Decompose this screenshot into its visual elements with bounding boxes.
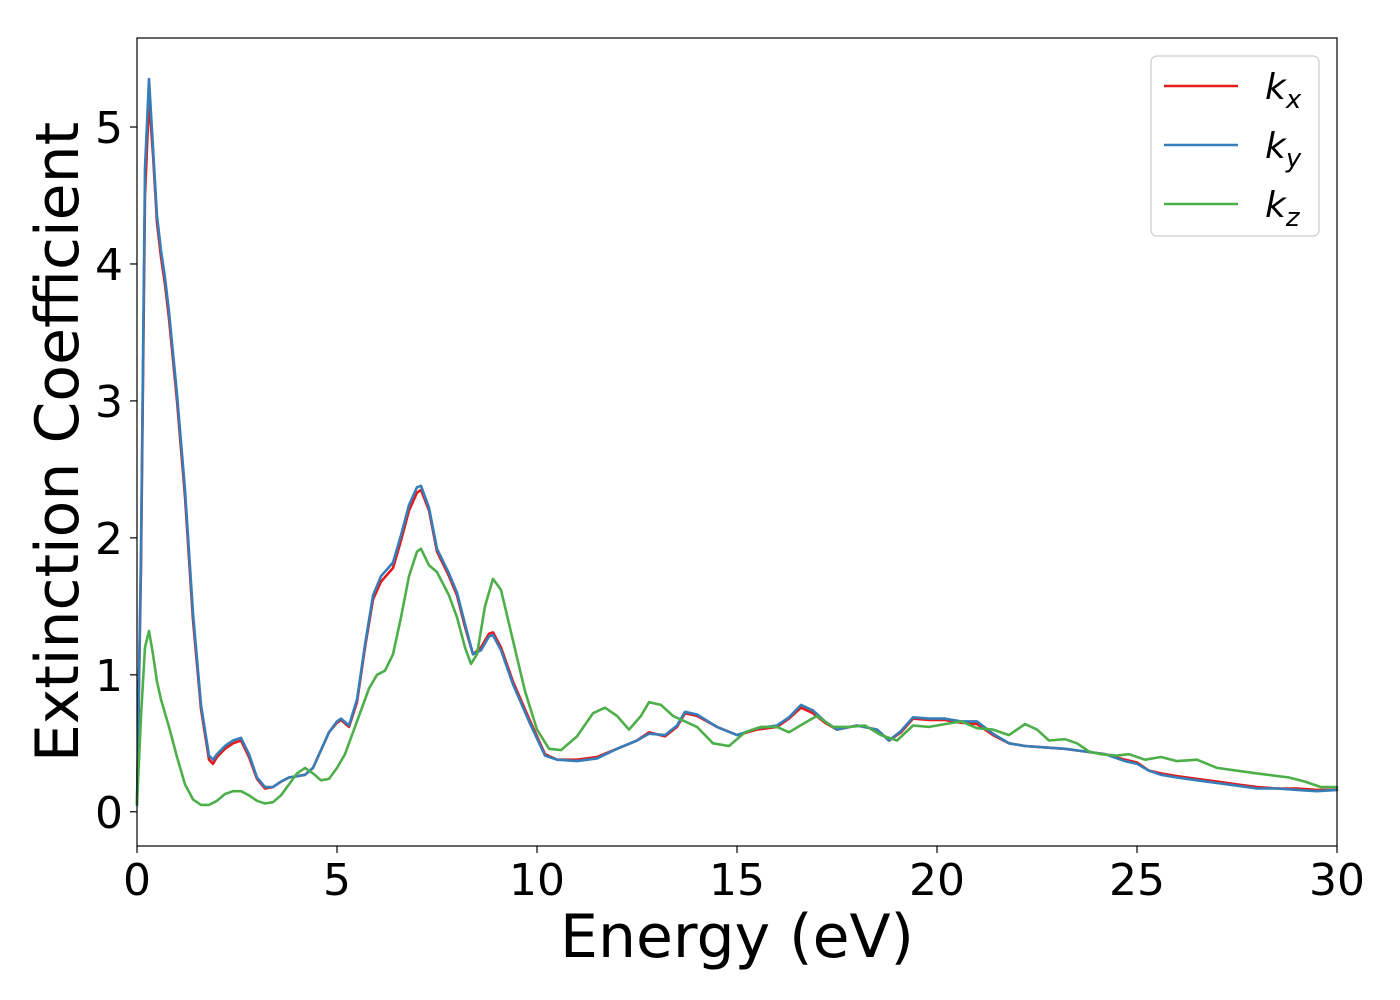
y-tick-label: 0 bbox=[95, 788, 123, 839]
legend-label: kx bbox=[1265, 67, 1302, 115]
y-tick-label: 1 bbox=[95, 651, 123, 702]
y-axis-title: Extinction Coefficient bbox=[23, 122, 93, 762]
x-tick-label: 5 bbox=[323, 855, 351, 906]
legend: kx ky kz bbox=[1150, 55, 1320, 237]
y-tick-label: 2 bbox=[95, 514, 123, 565]
series-line-k-z bbox=[135, 547, 1339, 807]
plot-background bbox=[137, 38, 1337, 846]
x-tick-label: 30 bbox=[1309, 855, 1365, 906]
series-layer bbox=[135, 77, 1339, 807]
y-axis: 0 1 2 3 4 5 bbox=[95, 103, 137, 839]
x-tick-label: 25 bbox=[1109, 855, 1165, 906]
y-tick-label: 5 bbox=[95, 103, 123, 154]
legend-label: kz bbox=[1265, 185, 1301, 233]
y-tick-label: 3 bbox=[95, 377, 123, 428]
x-tick-label: 20 bbox=[909, 855, 965, 906]
series-line-k-y bbox=[135, 77, 1339, 807]
x-tick-label: 0 bbox=[123, 855, 151, 906]
x-tick-label: 15 bbox=[709, 855, 765, 906]
legend-label: ky bbox=[1265, 126, 1302, 174]
x-axis-title: Energy (eV) bbox=[560, 902, 914, 972]
x-tick-label: 10 bbox=[509, 855, 565, 906]
y-tick-label: 4 bbox=[95, 240, 123, 291]
x-axis: 0 5 10 15 20 25 30 bbox=[123, 846, 1365, 906]
